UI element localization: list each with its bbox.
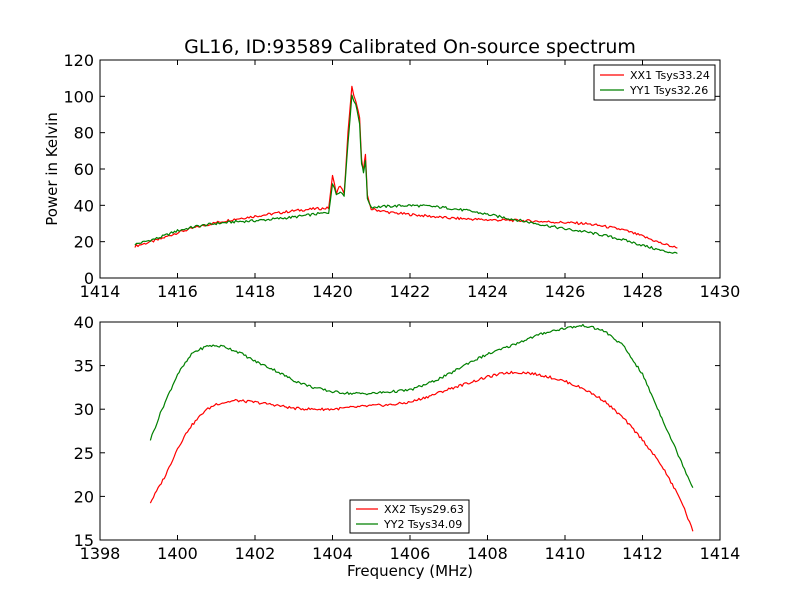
bottom-legend: XX2 Tsys29.63 YY2 Tsys34.09 [349,499,470,534]
bottom-x-tick-label: 1410 [545,544,586,563]
top-x-tick-label: 1418 [235,282,276,301]
bottom-x-tick-label: 1408 [467,544,508,563]
top-series-line-1 [134,85,678,249]
top-x-tick-label: 1426 [545,282,586,301]
bottom-legend-label-xx2: XX2 Tsys29.63 [384,503,464,516]
bottom-x-tick-label: 1398 [80,544,121,563]
bottom-panel: 1398 1400 1402 1404 1406 1408 1410 1412 1414 15 20… [74,313,741,580]
bottom-panel-ticks: 1398 1400 1402 1404 1406 1408 1410 1412 1414 15 20… [74,313,741,563]
bottom-y-tick-label: 35 [74,357,94,376]
top-y-tick-label: 0 [84,269,94,288]
top-legend: XX1 Tsys33.24 YY1 Tsys32.26 [593,64,716,101]
bottom-series-line-1 [149,370,694,532]
top-y-axis-label: Power in Kelvin [43,112,61,226]
top-series-line-2 [134,94,678,254]
bottom-y-tick-label: 30 [74,400,94,419]
bottom-panel-lines [149,323,694,532]
top-x-tick-label: 1430 [700,282,741,301]
bottom-x-tick-label: 1400 [157,544,198,563]
bottom-x-tick-label: 1404 [312,544,353,563]
bottom-series-line-2 [149,323,694,488]
top-x-tick-label: 1416 [157,282,198,301]
bottom-x-tick-label: 1406 [390,544,431,563]
top-x-tick-label: 1420 [312,282,353,301]
chart-title: GL16, ID:93589 Calibrated On-source spec… [184,36,636,58]
top-y-tick-label: 80 [74,124,94,143]
top-x-tick-label: 1424 [467,282,508,301]
top-panel: 1414 1416 1418 1420 1422 1424 1426 1428 1430 0 20 4… [43,51,740,301]
top-y-tick-label: 100 [63,87,94,106]
top-legend-box [593,64,716,101]
top-x-tick-label: 1428 [622,282,663,301]
bottom-y-tick-label: 25 [74,444,94,463]
bottom-x-axis-label: Frequency (MHz) [347,562,473,580]
top-y-tick-label: 60 [74,160,94,179]
top-panel-lines [134,85,678,254]
bottom-y-tick-label: 40 [74,313,94,332]
top-y-tick-label: 20 [74,233,94,252]
bottom-legend-box [349,499,470,534]
top-x-tick-label: 1422 [390,282,431,301]
bottom-x-tick-label: 1414 [700,544,741,563]
bottom-legend-label-yy2: YY2 Tsys34.09 [383,518,462,531]
bottom-y-tick-label: 20 [74,487,94,506]
top-x-tick-label: 1414 [80,282,121,301]
bottom-x-tick-label: 1402 [235,544,276,563]
bottom-y-tick-label: 15 [74,531,94,550]
top-panel-ticks: 1414 1416 1418 1420 1422 1424 1426 1428 1430 0 20 4… [63,51,740,301]
top-legend-label-xx1: XX1 Tsys33.24 [630,69,710,82]
top-legend-label-yy1: YY1 Tsys32.26 [629,84,708,97]
bottom-x-tick-label: 1412 [622,544,663,563]
top-y-tick-label: 120 [63,51,94,70]
top-y-tick-label: 40 [74,196,94,215]
